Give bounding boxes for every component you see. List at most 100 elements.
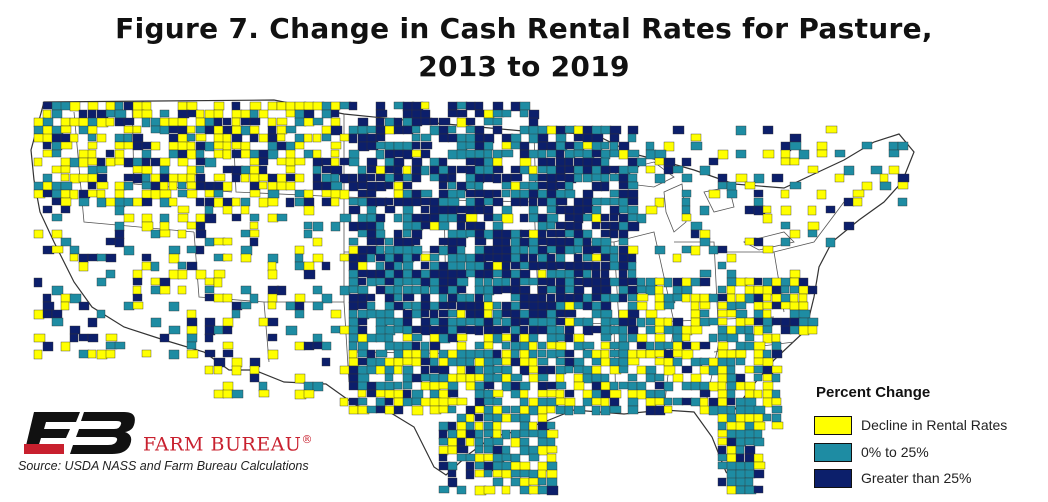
- county-cell: [258, 165, 268, 175]
- county-cell: [258, 181, 268, 190]
- county-cell: [609, 189, 620, 198]
- county-cell: [645, 285, 657, 296]
- county-cell: [447, 205, 458, 215]
- county-cell: [663, 277, 673, 288]
- county-cell: [312, 381, 324, 392]
- county-cell: [330, 197, 340, 207]
- county-cell: [429, 253, 440, 262]
- county-cell: [303, 341, 315, 351]
- county-cell: [330, 125, 343, 136]
- county-cell: [87, 141, 98, 150]
- farm-bureau-logo: [24, 412, 135, 454]
- county-cell: [357, 189, 368, 198]
- county-cell: [159, 189, 172, 199]
- county-cell: [213, 389, 225, 399]
- county-cell: [294, 245, 305, 255]
- county-cell: [537, 445, 549, 456]
- county-cell: [60, 165, 71, 174]
- county-cell: [474, 125, 485, 135]
- county-cell: [357, 173, 368, 184]
- county-cell: [141, 157, 151, 167]
- county-cell: [231, 309, 241, 319]
- map-title-line1: Figure 7. Change in Cash Rental Rates fo…: [115, 12, 933, 45]
- county-cell: [474, 381, 486, 391]
- county-cell: [690, 373, 702, 384]
- county-cell: [114, 109, 127, 119]
- county-cell: [465, 461, 475, 471]
- county-cell: [492, 173, 502, 184]
- county-cell: [528, 405, 539, 416]
- county-cell: [564, 333, 574, 343]
- county-cell: [456, 333, 468, 342]
- county-cell: [771, 277, 783, 287]
- county-cell: [771, 389, 781, 400]
- county-cell: [474, 429, 484, 439]
- county-cell: [519, 333, 530, 343]
- county-cell: [483, 269, 494, 280]
- county-cell: [420, 141, 433, 150]
- county-cell: [582, 389, 594, 400]
- county-cell: [807, 317, 819, 327]
- county-cell: [429, 277, 441, 287]
- county-cell: [546, 293, 556, 303]
- county-cell: [366, 253, 376, 263]
- county-cell: [537, 181, 548, 190]
- county-cell: [429, 301, 440, 311]
- county-cell: [672, 357, 683, 367]
- county-cell: [249, 133, 259, 143]
- county-cell: [636, 389, 647, 400]
- county-cell: [771, 373, 781, 383]
- county-cell: [528, 189, 539, 199]
- county-cell: [609, 133, 620, 143]
- county-cell: [456, 213, 467, 223]
- county-cell: [33, 181, 45, 191]
- county-cell: [339, 397, 349, 407]
- county-cell: [375, 165, 386, 175]
- county-cell: [672, 373, 684, 383]
- county-cell: [303, 149, 314, 159]
- county-cell: [384, 333, 394, 343]
- county-cell: [168, 269, 180, 280]
- county-cell: [231, 149, 243, 159]
- county-cell: [312, 221, 324, 232]
- county-cell: [492, 317, 502, 326]
- county-cell: [483, 149, 493, 159]
- county-cell: [402, 125, 414, 135]
- county-cell: [735, 173, 748, 183]
- county-cell: [681, 285, 693, 295]
- county-cell: [744, 205, 756, 215]
- county-cell: [186, 125, 196, 134]
- county-cell: [483, 301, 494, 311]
- county-cell: [420, 349, 430, 359]
- county-cell: [69, 333, 79, 343]
- county-cell: [348, 181, 359, 192]
- county-cell: [573, 149, 585, 158]
- county-cell: [501, 445, 511, 456]
- county-cell: [474, 421, 484, 432]
- county-cell: [762, 277, 773, 287]
- county-cell: [789, 277, 800, 287]
- legend-label-0-25: 0% to 25%: [861, 444, 929, 460]
- county-cell: [438, 317, 449, 327]
- county-cell: [267, 333, 278, 342]
- county-cell: [753, 197, 764, 207]
- county-cell: [240, 301, 252, 310]
- county-cell: [591, 133, 604, 144]
- county-cell: [780, 237, 791, 247]
- county-cell: [420, 293, 431, 303]
- county-cell: [348, 381, 359, 391]
- county-cell: [438, 405, 449, 414]
- county-cell: [636, 381, 647, 392]
- county-cell: [510, 373, 523, 382]
- county-cell: [645, 141, 655, 151]
- county-cell: [537, 461, 549, 472]
- county-cell: [816, 149, 828, 158]
- county-cell: [456, 437, 466, 447]
- county-cell: [510, 405, 522, 414]
- county-cell: [393, 189, 405, 199]
- county-cell: [393, 349, 404, 359]
- county-cell: [465, 213, 478, 223]
- county-cell: [789, 309, 801, 319]
- county-cell: [420, 285, 430, 295]
- county-cell: [645, 325, 657, 335]
